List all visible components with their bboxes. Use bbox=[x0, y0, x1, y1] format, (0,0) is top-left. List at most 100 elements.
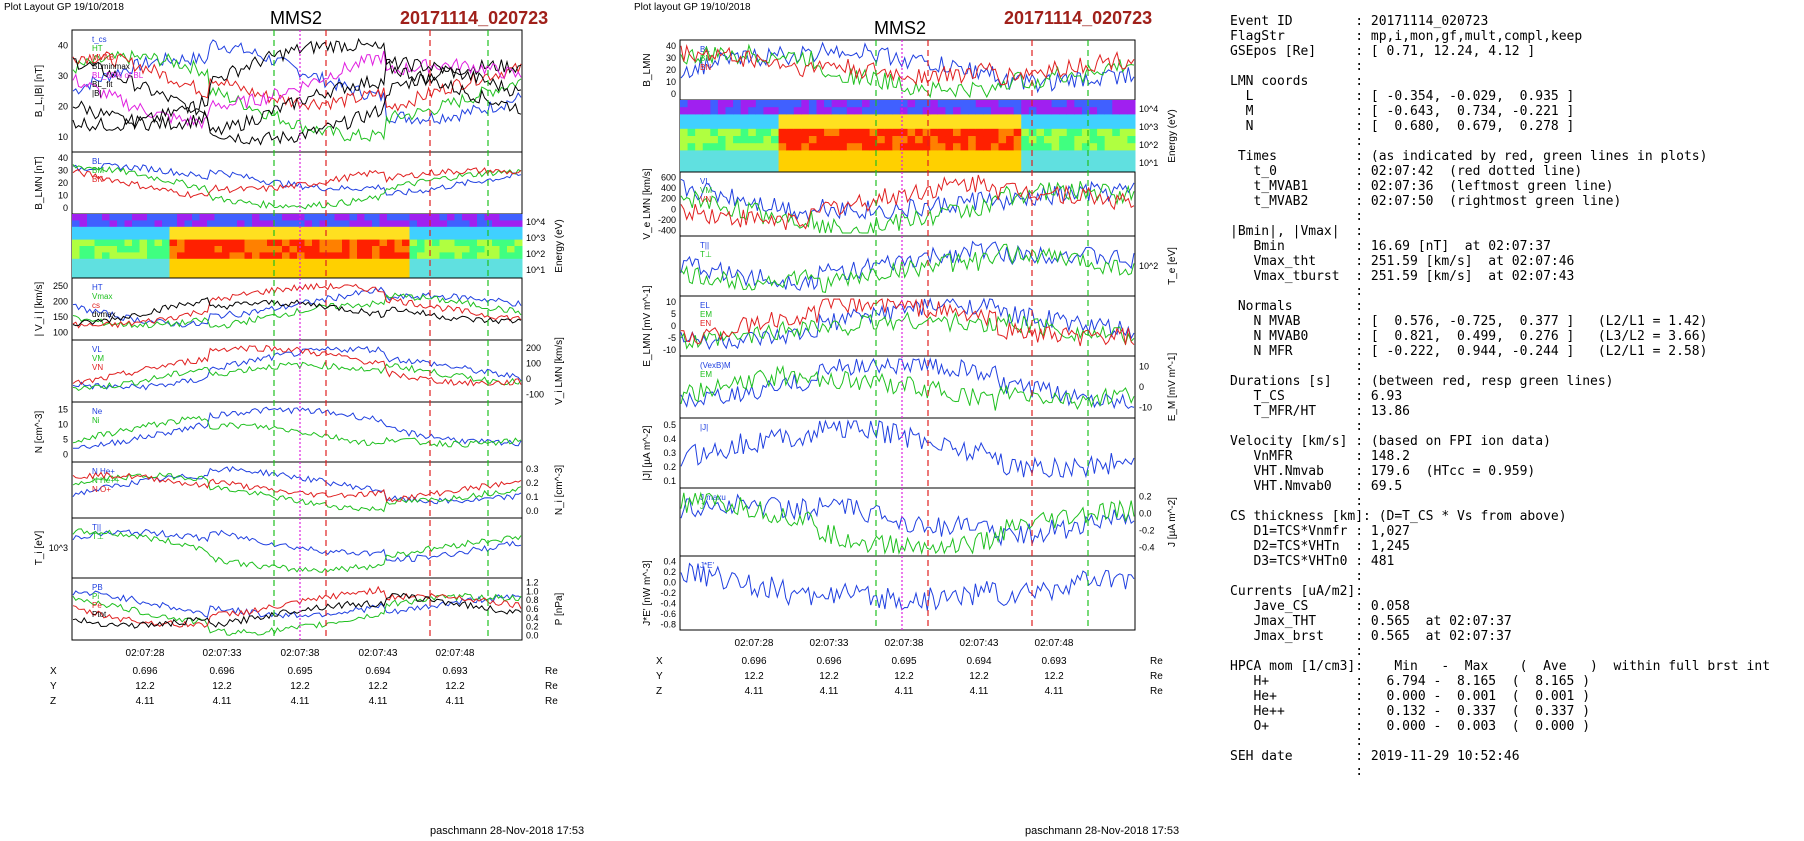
spectrogram-cell bbox=[312, 252, 320, 260]
spectrogram-cell bbox=[349, 233, 358, 241]
spectrogram-cell bbox=[953, 150, 962, 159]
legend-entry: BN bbox=[700, 63, 711, 72]
spectrogram-cell bbox=[702, 157, 711, 166]
spectrogram-cell bbox=[710, 150, 719, 159]
spectrogram-cell bbox=[1021, 100, 1030, 108]
spectrogram-cell bbox=[1051, 157, 1060, 166]
y-tick-label: -0.4 bbox=[1139, 543, 1155, 553]
spectrogram-cell bbox=[839, 128, 848, 137]
spectrogram-cell bbox=[132, 233, 140, 241]
y-tick-label: 20 bbox=[58, 178, 68, 188]
spectrogram-cell bbox=[469, 258, 478, 266]
spectrogram-cell bbox=[763, 136, 772, 144]
spectrogram-cell bbox=[763, 143, 772, 151]
spectrogram-cell bbox=[289, 214, 298, 221]
spectrogram-cell bbox=[793, 107, 802, 115]
spectrogram-cell bbox=[372, 214, 380, 221]
spectrogram-cell bbox=[884, 143, 893, 151]
spectrogram-cell bbox=[289, 271, 298, 279]
spectrogram-cell bbox=[763, 121, 772, 130]
spectrogram-cell bbox=[432, 252, 440, 260]
spectrogram-cell bbox=[342, 265, 350, 273]
spectrogram-cell bbox=[109, 239, 118, 247]
spectrogram-cell bbox=[109, 258, 118, 266]
legend-entry: (VexB)M bbox=[700, 361, 731, 370]
spectrogram-cell bbox=[454, 239, 463, 247]
spectrogram-cell bbox=[484, 265, 493, 273]
series-line-cs bbox=[72, 282, 522, 329]
spectrogram-cell bbox=[432, 265, 440, 273]
spectrogram-cell bbox=[846, 136, 855, 144]
spectrogram-cell bbox=[357, 239, 365, 247]
spectrogram-cell bbox=[869, 143, 878, 151]
panel-frame bbox=[679, 487, 1136, 557]
spectrogram-cell bbox=[379, 246, 388, 253]
y-tick-label: 250 bbox=[53, 281, 68, 291]
spectrogram-cell bbox=[990, 143, 999, 151]
legend-entry: PB bbox=[92, 583, 103, 592]
legend-entry: BM bbox=[700, 54, 712, 63]
legend-entry: BLminmax bbox=[92, 62, 130, 71]
spectrogram-cell bbox=[808, 121, 817, 130]
spectrogram-cell bbox=[87, 258, 95, 266]
legend-entry: T⊥ bbox=[92, 532, 104, 541]
spectrogram-cell bbox=[117, 258, 125, 266]
spectrogram-cell bbox=[998, 114, 1007, 123]
spectrogram-cell bbox=[831, 164, 840, 173]
spectrogram-cell bbox=[184, 252, 193, 260]
spectrogram-cell bbox=[432, 226, 440, 234]
spectrogram-cell bbox=[1044, 143, 1053, 151]
left-plot-label: Plot Layout GP 19/10/2018 bbox=[4, 2, 124, 13]
spectrogram-cell bbox=[237, 220, 245, 228]
legend-entry: cs bbox=[92, 301, 100, 310]
spectrogram-cell bbox=[740, 150, 749, 159]
spectrogram-cell bbox=[387, 252, 395, 260]
spectrogram-cell bbox=[469, 214, 478, 221]
spectrogram-cell bbox=[507, 258, 515, 266]
spectrogram-cell bbox=[207, 220, 215, 228]
spectrogram-cell bbox=[357, 233, 365, 241]
spectrogram-cell bbox=[922, 128, 931, 137]
spectrogram-cell bbox=[477, 246, 485, 253]
position-value: 0.693 bbox=[1041, 656, 1066, 667]
spectrogram-cell bbox=[1036, 121, 1045, 130]
spectrogram-cell bbox=[342, 239, 350, 247]
spectrogram-cell bbox=[725, 143, 734, 151]
spectrogram-cell bbox=[1081, 150, 1090, 159]
spectrogram-cell bbox=[1112, 121, 1121, 130]
spectrogram-cell bbox=[915, 136, 924, 144]
spectrogram-cell bbox=[725, 136, 734, 144]
spectrogram-cell bbox=[990, 121, 999, 130]
spectrogram-cell bbox=[990, 100, 999, 108]
spectrogram-cell bbox=[282, 239, 290, 247]
spectrogram-cell bbox=[1066, 143, 1075, 151]
spectrogram-cell bbox=[854, 164, 863, 173]
spectrogram-cell bbox=[304, 258, 313, 266]
spectrogram-cell bbox=[717, 121, 726, 130]
series-line--b- bbox=[72, 37, 522, 132]
spectrogram-cell bbox=[1066, 157, 1075, 166]
spectrogram-cell bbox=[162, 252, 170, 260]
spectrogram-cell bbox=[725, 150, 734, 159]
spectrogram-cell bbox=[259, 258, 268, 266]
spectrogram-cell bbox=[801, 107, 810, 115]
spectrogram-cell bbox=[733, 143, 742, 151]
spectrogram-cell bbox=[755, 107, 764, 115]
spectrogram-cell bbox=[801, 150, 810, 159]
spectrogram-cell bbox=[1097, 107, 1106, 115]
spectrogram-cell bbox=[177, 258, 185, 266]
spectrogram-cell bbox=[687, 157, 696, 166]
y-tick-label: 0.2 bbox=[526, 622, 539, 632]
spectrogram-cell bbox=[342, 252, 350, 260]
spectrogram-cell bbox=[877, 150, 886, 159]
spectrogram-cell bbox=[884, 121, 893, 130]
spectrogram-cell bbox=[710, 164, 719, 173]
spectrogram-cell bbox=[484, 214, 493, 221]
spectrogram-cell bbox=[687, 136, 696, 144]
spectrogram-cell bbox=[1104, 121, 1113, 130]
y-axis-label: V_e LMN [km/s] bbox=[642, 168, 653, 239]
position-value: 0.695 bbox=[287, 666, 312, 677]
spectrogram-cell bbox=[1097, 143, 1106, 151]
info-line: CS thickness [km]: (D=T_CS * Vs from abo… bbox=[1230, 509, 1567, 524]
